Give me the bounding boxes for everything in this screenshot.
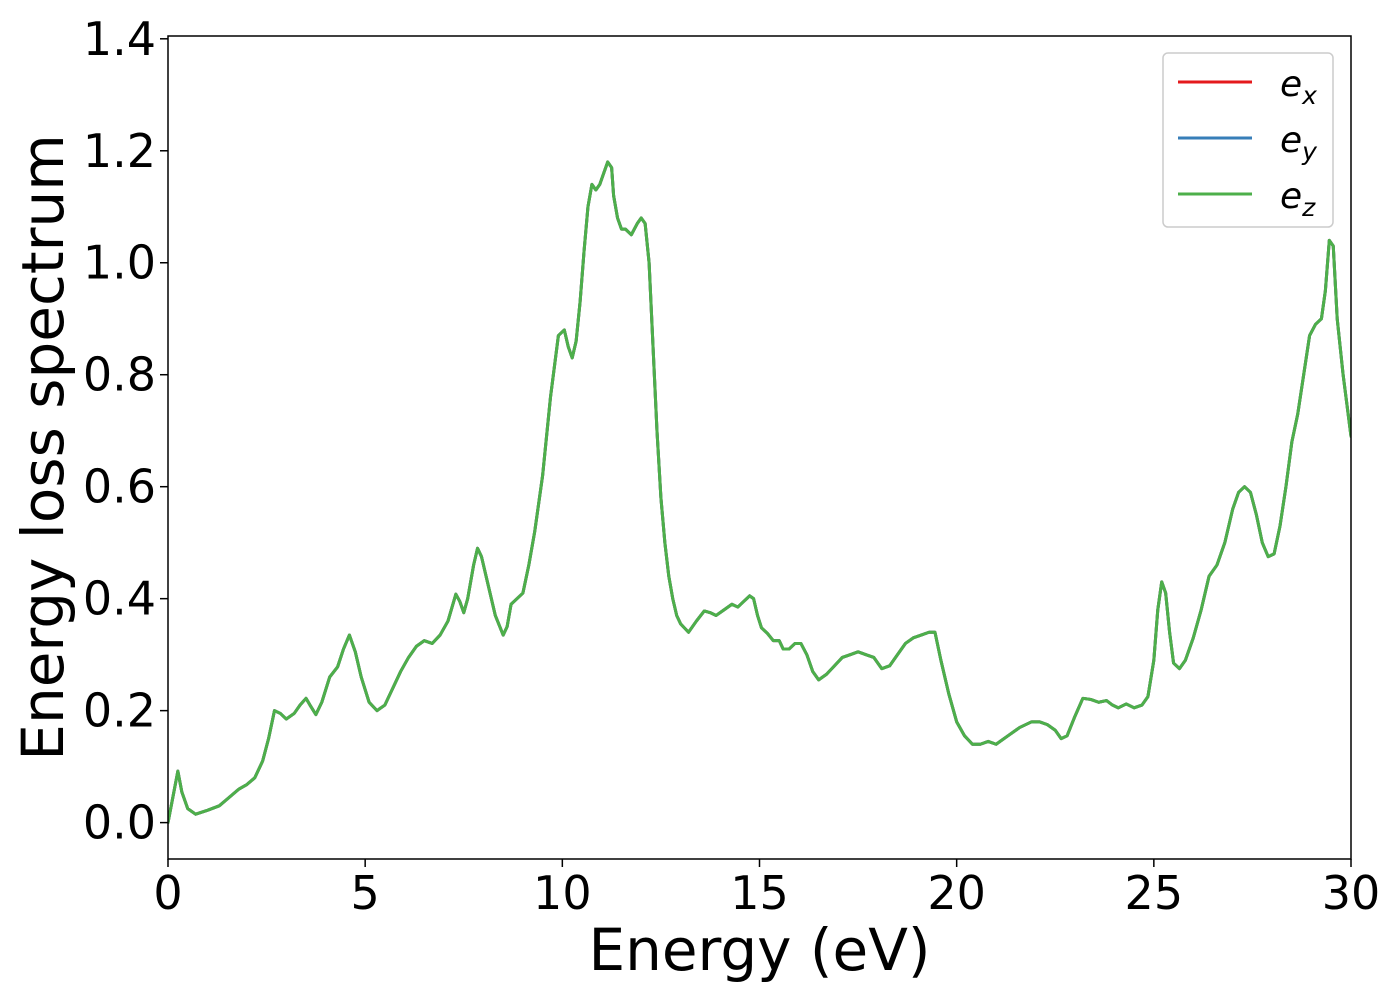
y-tick-label: 1.2 xyxy=(83,124,156,178)
series-layer xyxy=(168,160,1351,825)
x-tick-label: 15 xyxy=(730,866,789,920)
x-tick-label: 25 xyxy=(1125,866,1184,920)
legend-label-e-y: ey xyxy=(1280,120,1318,166)
x-tick-label: 30 xyxy=(1322,866,1381,920)
x-axis: 0 5 10 15 20 25 30 xyxy=(153,859,1380,920)
x-tick-label: 20 xyxy=(927,866,986,920)
legend: ex ey ez xyxy=(1162,52,1334,228)
x-axis-title: Energy (eV) xyxy=(588,916,930,984)
x-tick-label: 5 xyxy=(351,866,380,920)
y-tick-label: 0.0 xyxy=(83,796,156,850)
legend-label-e-z: ez xyxy=(1280,176,1316,222)
y-axis: 0.0 0.2 0.4 0.6 0.8 1.0 1.2 1.4 xyxy=(83,12,168,850)
y-tick-label: 0.2 xyxy=(83,684,156,738)
legend-label-e-x: ex xyxy=(1280,64,1317,110)
y-tick-label: 1.0 xyxy=(83,236,156,290)
series-line-e-z xyxy=(168,160,1351,825)
y-tick-label: 0.6 xyxy=(83,460,156,514)
y-tick-label: 1.4 xyxy=(83,12,156,66)
x-tick-label: 10 xyxy=(533,866,592,920)
x-tick-label: 0 xyxy=(153,866,182,920)
y-tick-label: 0.4 xyxy=(83,572,156,626)
legend-box xyxy=(1162,52,1334,228)
y-tick-label: 0.8 xyxy=(83,348,156,402)
y-axis-title: Energy loss spectrum xyxy=(9,134,77,760)
